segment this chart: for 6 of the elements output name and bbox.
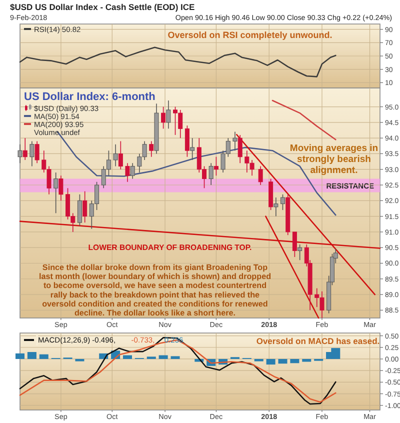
annotation: Oversold on RSI completely unwound. <box>168 30 332 40</box>
annotation: Moving averages in strongly bearish alignment. <box>290 143 378 176</box>
annotation: Oversold on MACD has eased. <box>256 336 380 346</box>
annotation: Since the dollar broke down from its giant Broadening Top last month (lower boundary of which is shown) and dropped to become oversold, we have seen a modest countertrend rally back to the breakdown point that has relieved the oversold condition and created the conditions for renewed decline. The dollar looks like a short here. <box>38 263 272 318</box>
chart-title: $USD US Dollar Index - Cash Settle (EOD) ICE <box>10 2 196 12</box>
chart-title: US Dollar Index: 6-month <box>24 91 156 103</box>
